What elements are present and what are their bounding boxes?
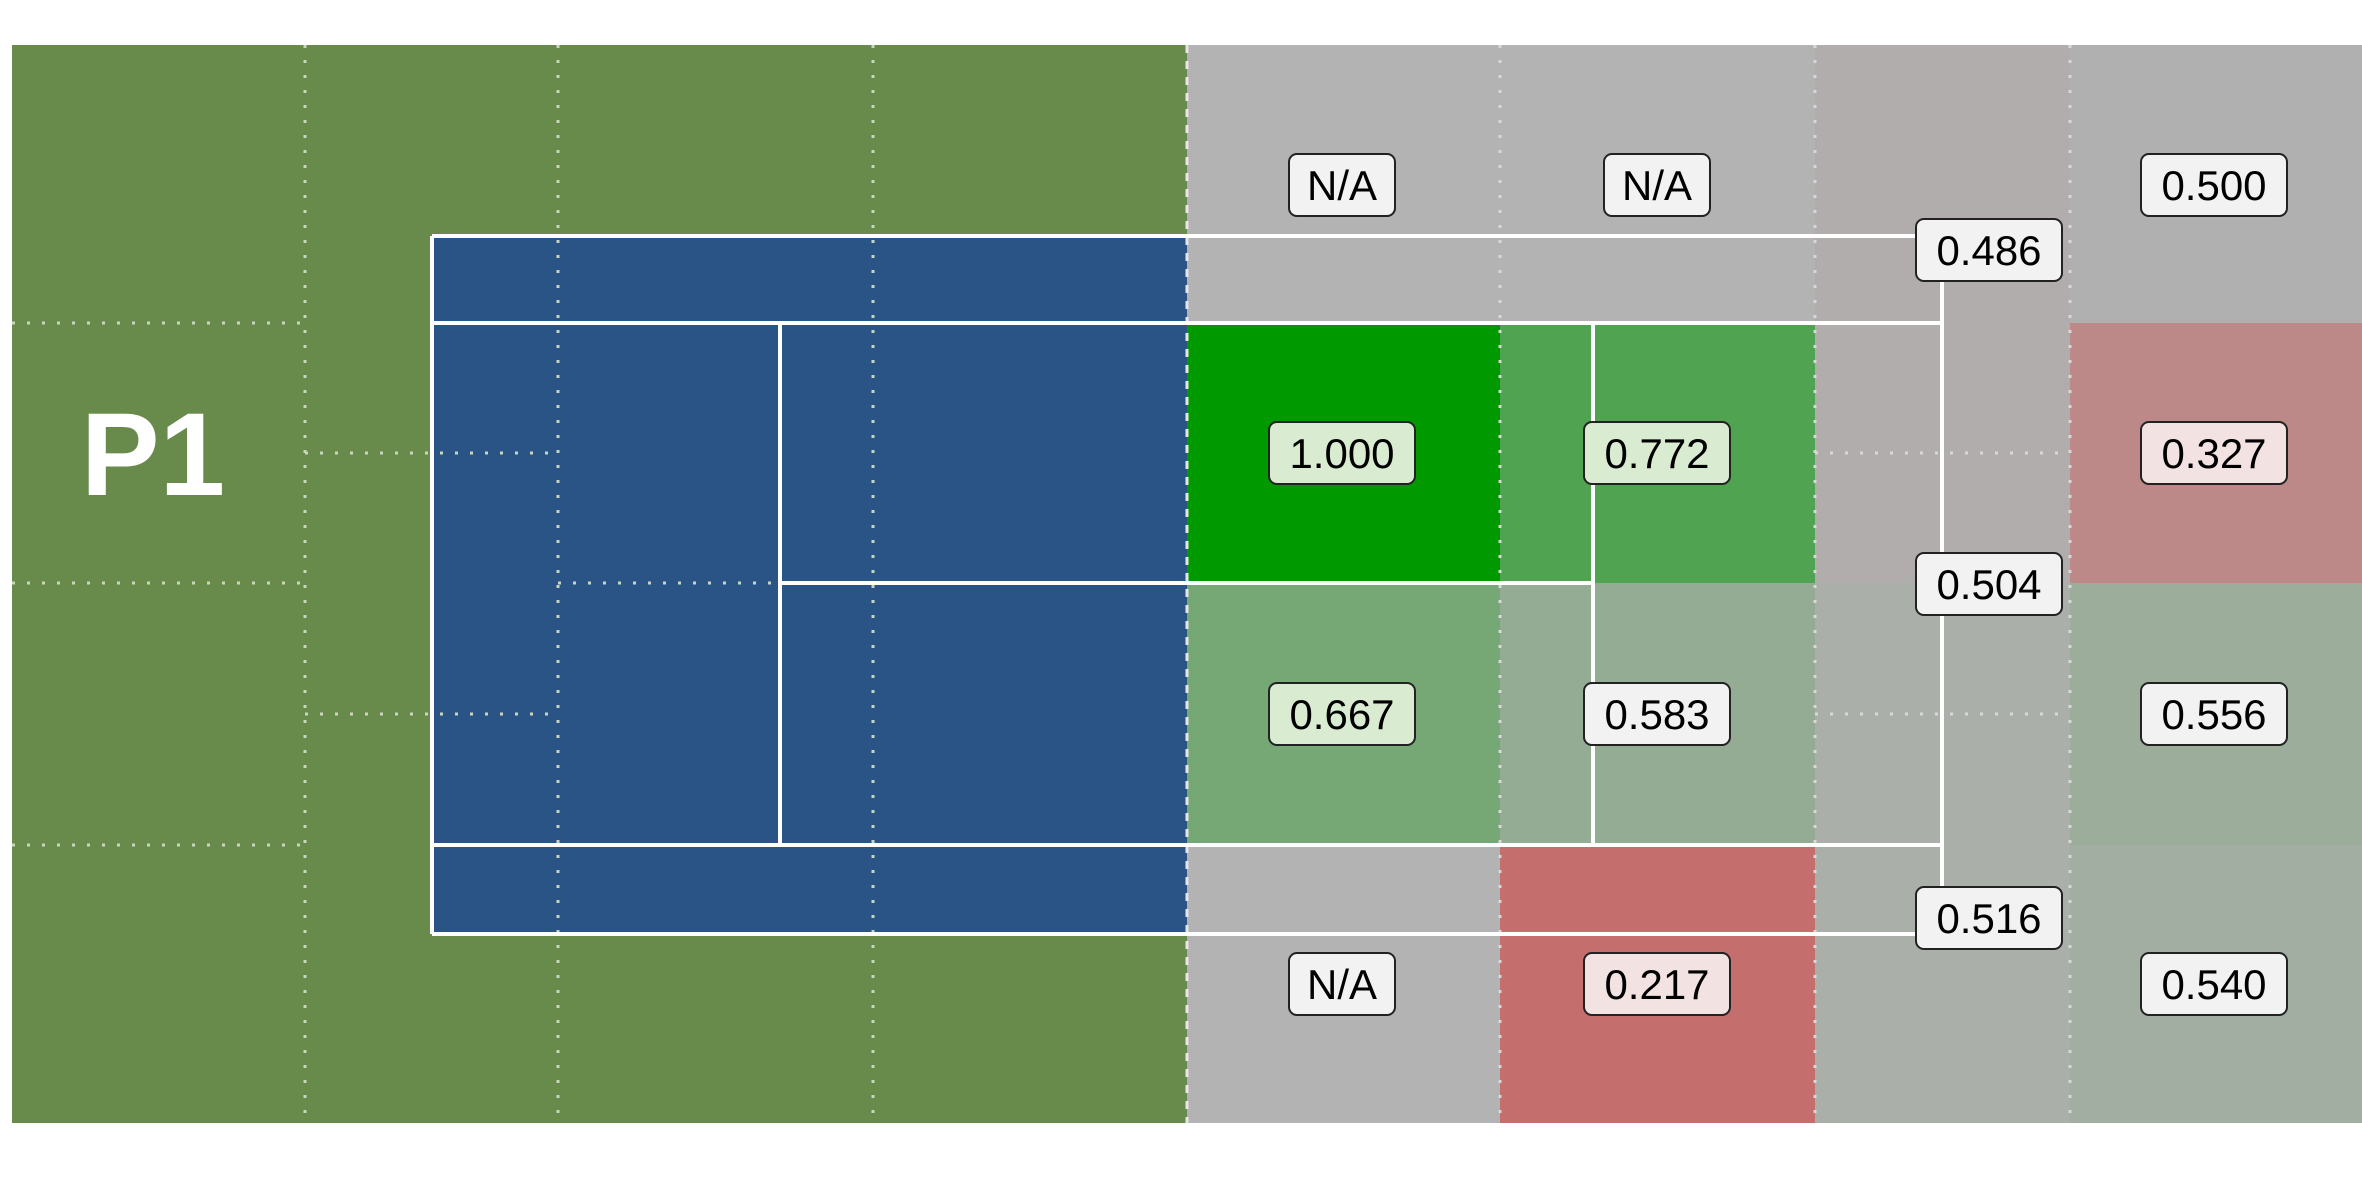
zone-label-text: 0.583 [1604,691,1709,738]
zone-label-top-wide-upper: 0.486 [1915,218,2063,282]
zone-label-text: 0.667 [1289,691,1394,738]
zone-label-bottom-wide-lower: 0.516 [1915,886,2063,950]
zone-label-top-deep-1: N/A [1288,153,1396,217]
zone-label-far-upper-middle: 0.327 [2140,421,2288,485]
zone-label-far-lower-middle: 0.556 [2140,682,2288,746]
zone-label-top-far: 0.500 [2140,153,2288,217]
zone-label-box [2140,952,2288,1016]
zone-label-text: 0.500 [2161,162,2266,209]
zone-label-box [2140,153,2288,217]
zone-label-text: 0.327 [2161,430,2266,477]
zone-label-text: 0.556 [2161,691,2266,738]
zone-cells [1187,45,2362,1123]
zone-label-text: 0.516 [1936,895,2041,942]
zone-label-box [1915,552,2063,616]
zone-label-box [1603,153,1711,217]
zone-label-box [1583,952,1731,1016]
zone-label-text: 0.486 [1936,227,2041,274]
zone-label-text: N/A [1307,961,1377,1008]
zone-label-box [1915,218,2063,282]
zone-label-text: 0.772 [1604,430,1709,477]
zone-label-box [1288,153,1396,217]
zone-label-box [2140,682,2288,746]
zone-label-service-upper-outer: 0.772 [1583,421,1731,485]
zone-label-service-lower-inner: 0.667 [1268,682,1416,746]
zone-label-bottom-deep-2: 0.217 [1583,952,1731,1016]
zone-label-box [1288,952,1396,1016]
grid-lines [12,45,2072,1123]
zone-label-service-lower-outer: 0.583 [1583,682,1731,746]
zone-label-top-deep-2: N/A [1603,153,1711,217]
player-label: P1 [81,389,225,521]
zone-label-text: N/A [1307,162,1377,209]
zone-label-text: 1.000 [1289,430,1394,477]
zone-label-box [2140,421,2288,485]
zone-label-box [1583,421,1731,485]
zone-label-text: 0.217 [1604,961,1709,1008]
zone-label-box [1583,682,1731,746]
zone-label-text: N/A [1622,162,1692,209]
zone-label-bottom-far: 0.540 [2140,952,2288,1016]
zone-label-box [1915,886,2063,950]
zone-label-bottom-deep-1: N/A [1288,952,1396,1016]
zone-label-text: 0.504 [1936,561,2041,608]
zone-labels: N/A N/A 0.486 0.500 1.000 0.772 0.504 0.327 0.66… [1268,153,2288,1016]
zone-label-box [1268,421,1416,485]
zone-label-text: 0.540 [2161,961,2266,1008]
zone-label-box [1268,682,1416,746]
zone-label-service-upper-inner: 1.000 [1268,421,1416,485]
zone-label-baseline-middle: 0.504 [1915,552,2063,616]
